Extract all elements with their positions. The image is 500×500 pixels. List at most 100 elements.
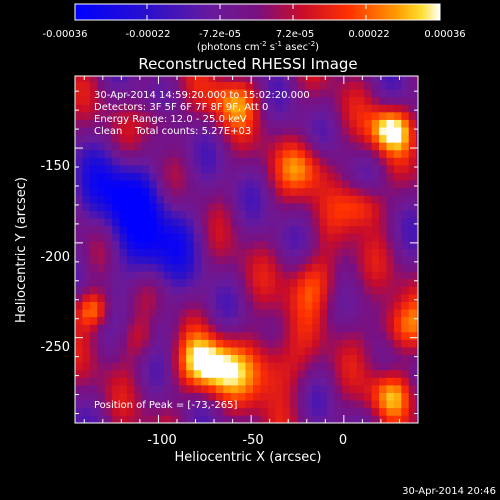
heatmap-cell — [119, 309, 128, 318]
heatmap-cell — [82, 248, 91, 257]
heatmap-cell — [408, 256, 417, 265]
heatmap-cell — [275, 309, 283, 318]
heatmap-cell — [349, 369, 358, 378]
heatmap-cell — [208, 415, 217, 423]
heatmap-cell — [379, 142, 387, 151]
heatmap-cell — [149, 157, 157, 166]
heatmap-cell — [245, 81, 254, 90]
heatmap-cell — [193, 407, 202, 416]
heatmap-cell — [379, 210, 387, 219]
heatmap-cell — [186, 354, 194, 363]
heatmap-cell — [112, 142, 120, 151]
heatmap-cell — [97, 278, 105, 287]
heatmap-cell — [282, 112, 291, 120]
heatmap-cell — [379, 407, 387, 416]
heatmap-cell — [230, 142, 239, 151]
heatmap-cell — [267, 301, 276, 310]
heatmap-cell — [149, 278, 157, 287]
heatmap-cell — [379, 89, 387, 98]
heatmap-cell — [416, 157, 418, 166]
heatmap-cell — [186, 119, 194, 128]
heatmap-cell — [379, 81, 387, 90]
heatmap-cell — [201, 316, 209, 325]
heatmap-cell — [290, 263, 298, 272]
heatmap-cell — [290, 104, 298, 113]
heatmap-cell — [327, 195, 335, 204]
heatmap-cell — [356, 157, 365, 166]
heatmap-cell — [223, 165, 232, 173]
heatmap-cell — [252, 324, 261, 333]
heatmap-cell — [112, 76, 120, 82]
heatmap-cell — [193, 347, 202, 356]
heatmap-cell — [312, 76, 321, 82]
heatmap-cell — [104, 286, 113, 295]
heatmap-cell — [134, 400, 143, 409]
heatmap-cell — [393, 347, 402, 356]
heatmap-cell — [401, 81, 410, 90]
heatmap-cell — [171, 104, 180, 113]
heatmap-cell — [334, 81, 343, 90]
heatmap-cell — [201, 278, 209, 287]
heatmap-cell — [371, 278, 380, 287]
heatmap-cell — [393, 309, 402, 318]
heatmap-cell — [371, 301, 380, 310]
heatmap-cell — [230, 256, 239, 265]
heatmap-cell — [393, 286, 402, 295]
heatmap-cell — [163, 81, 172, 90]
heatmap-cell — [134, 180, 143, 189]
heatmap-cell — [401, 203, 410, 211]
heatmap-cell — [356, 142, 365, 151]
heatmap-cell — [408, 286, 417, 295]
heatmap-cell — [334, 294, 343, 302]
heatmap-cell — [134, 218, 143, 227]
heatmap-cell — [282, 195, 291, 204]
heatmap-cell — [349, 112, 358, 120]
heatmap-cell — [223, 233, 232, 242]
heatmap-cell — [356, 301, 365, 310]
heatmap-cell — [141, 339, 150, 348]
heatmap-cell — [349, 362, 358, 371]
heatmap-cell — [408, 248, 417, 257]
heatmap-cell — [245, 369, 254, 378]
heatmap-cell — [267, 127, 276, 136]
heatmap-cell — [371, 256, 380, 265]
heatmap-cell — [178, 180, 187, 189]
y-tick-label: -150 — [40, 159, 70, 174]
heatmap-cell — [104, 301, 113, 310]
heatmap-cell — [327, 331, 335, 340]
heatmap-cell — [334, 76, 343, 82]
heatmap-cell — [156, 218, 165, 227]
heatmap-cell — [149, 331, 157, 340]
heatmap-cell — [126, 225, 135, 234]
heatmap-cell — [156, 331, 165, 340]
heatmap-cell — [163, 400, 172, 409]
heatmap-cell — [75, 415, 83, 423]
heatmap-cell — [223, 76, 232, 82]
heatmap-cell — [104, 76, 113, 82]
heatmap-cell — [104, 240, 113, 249]
heatmap-cell — [408, 112, 417, 120]
heatmap-cell — [408, 392, 417, 401]
heatmap-cell — [119, 187, 128, 196]
heatmap-cell — [416, 362, 418, 371]
heatmap-cell — [297, 278, 306, 287]
heatmap-cell — [267, 240, 276, 249]
heatmap-cell — [341, 157, 350, 166]
heatmap-cell — [275, 149, 283, 158]
heatmap-cell — [379, 362, 387, 371]
heatmap-cell — [312, 407, 321, 416]
heatmap-cell — [334, 203, 343, 211]
heatmap-cell — [223, 316, 232, 325]
x-axis-label: Heliocentric X (arcsec) — [175, 450, 322, 465]
heatmap-cell — [201, 415, 209, 423]
heatmap-cell — [97, 127, 105, 136]
heatmap-cell — [119, 233, 128, 242]
heatmap-cell — [267, 248, 276, 257]
heatmap-cell — [75, 127, 83, 136]
heatmap-cell — [230, 294, 239, 302]
heatmap-cell — [156, 294, 165, 302]
heatmap-cell — [245, 96, 254, 105]
heatmap-cell — [126, 331, 135, 340]
heatmap-cell — [304, 203, 313, 211]
heatmap-cell — [75, 104, 83, 113]
